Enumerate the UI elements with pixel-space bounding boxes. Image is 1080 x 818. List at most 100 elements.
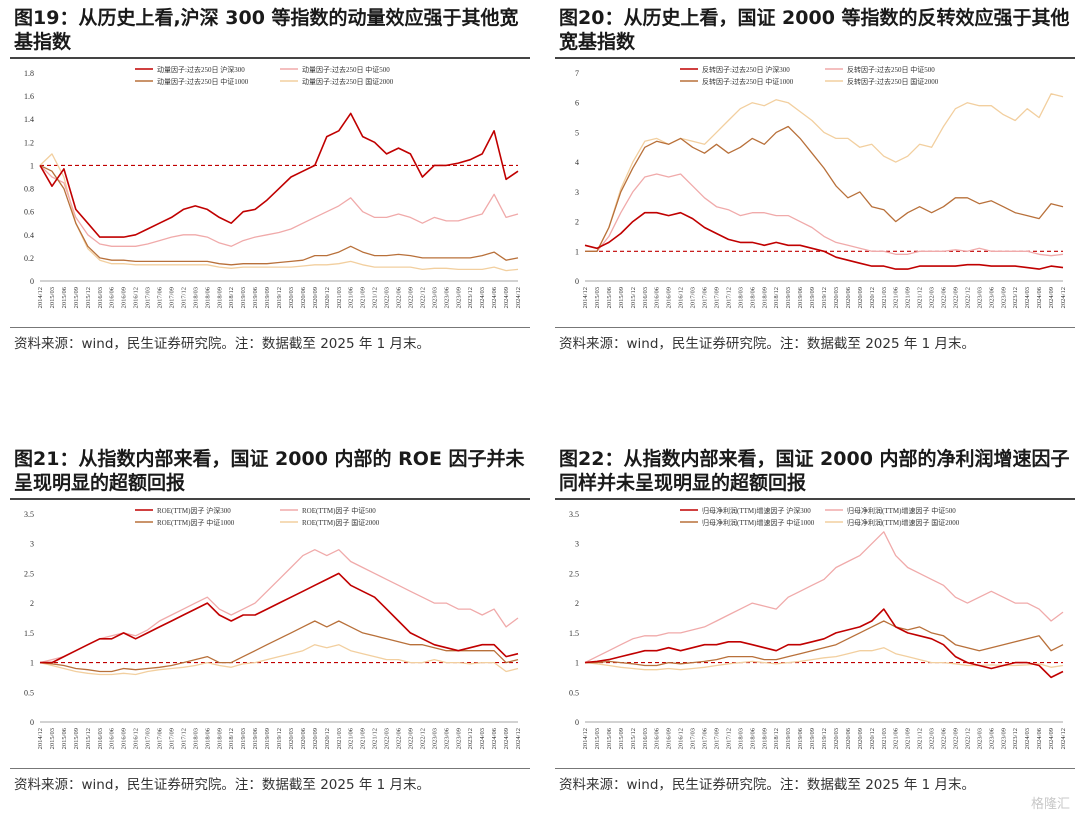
x-tick-label: 2019/06 [797, 286, 804, 308]
x-tick-label: 2017/06 [702, 286, 709, 308]
x-tick-label: 2016/09 [666, 287, 673, 308]
y-tick-label: 1 [30, 161, 34, 170]
x-tick-label: 2015/12 [630, 728, 637, 749]
x-tick-label: 2014/12 [37, 728, 44, 749]
x-tick-label: 2024/12 [1060, 287, 1067, 308]
x-tick-label: 2021/06 [893, 727, 900, 749]
chart-panel-profit-growth: 图22：从指数内部来看，国证 2000 内部的净利润增速因子同样并未呈现明显的超… [555, 447, 1075, 793]
x-tick-label: 2024/06 [491, 727, 498, 749]
x-tick-label: 2022/12 [419, 287, 426, 308]
x-tick-label: 2018/03 [192, 287, 199, 308]
x-tick-label: 2023/12 [467, 728, 474, 749]
x-tick-label: 2021/03 [881, 728, 888, 749]
series-line [39, 153, 519, 272]
series-line [584, 647, 1064, 671]
y-tick-label: 1 [30, 659, 34, 668]
legend-label: 反转因子:过去250日 国证2000 [847, 77, 939, 86]
y-tick-label: 3 [575, 540, 579, 549]
x-tick-label: 2018/06 [749, 286, 756, 308]
legend-label: 动量因子:过去250日 沪深300 [157, 65, 245, 74]
chart-svg: 0 1 2 3 4 5 6 7 2014/12 2015/03 2015/06 2015/09 2015… [575, 65, 1067, 308]
source-rule [10, 768, 530, 769]
y-tick-label: 1 [575, 659, 579, 668]
series-line [39, 549, 519, 664]
x-tick-label: 2024/09 [503, 287, 510, 308]
x-tick-label: 2022/09 [952, 728, 959, 749]
x-tick-label: 2020/03 [833, 728, 840, 749]
y-tick-label: 3.5 [569, 510, 579, 519]
y-tick-label: 0.6 [24, 208, 34, 217]
x-tick-label: 2017/03 [690, 728, 697, 749]
x-tick-label: 2016/12 [678, 287, 685, 308]
y-tick-label: 6 [575, 99, 579, 108]
x-tick-label: 2018/09 [761, 287, 768, 308]
x-tick-label: 2021/06 [348, 727, 355, 749]
x-tick-label: 2019/06 [797, 727, 804, 749]
y-tick-label: 1.5 [24, 629, 34, 638]
x-tick-label: 2020/12 [869, 287, 876, 308]
x-tick-label: 2019/09 [264, 287, 271, 308]
x-tick-label: 2017/09 [168, 287, 175, 308]
x-tick-label: 2021/12 [372, 728, 379, 749]
x-tick-label: 2015/03 [594, 287, 601, 308]
x-tick-label: 2016/09 [666, 728, 673, 749]
x-tick-label: 2022/06 [396, 727, 403, 749]
x-tick-label: 2022/03 [384, 728, 391, 749]
x-tick-label: 2024/03 [1024, 287, 1031, 308]
y-tick-label: 2 [30, 599, 34, 608]
x-tick-label: 2015/09 [73, 728, 80, 749]
x-tick-label: 2020/03 [288, 728, 295, 749]
x-tick-label: 2014/12 [582, 287, 589, 308]
chart-panel-momentum: 图19：从历史上看,沪深 300 等指数的动量效应强于其他宽基指数 0 0.2 0.… [10, 6, 530, 352]
chart-title: 图21：从指数内部来看，国证 2000 内部的 ROE 因子并未呈现明显的超额回… [14, 448, 525, 494]
y-tick-label: 3 [575, 188, 579, 197]
x-tick-label: 2020/12 [869, 728, 876, 749]
title-rule [10, 57, 530, 59]
source-note: 资料来源：wind，民生证券研究院。注：数据截至 2025 年 1 月末。 [559, 336, 976, 352]
x-tick-label: 2024/06 [1036, 286, 1043, 308]
x-tick-label: 2016/12 [678, 728, 685, 749]
x-tick-label: 2016/12 [133, 728, 140, 749]
x-tick-label: 2016/06 [654, 727, 661, 749]
x-tick-label: 2024/03 [479, 728, 486, 749]
chart-svg: 0 0.5 1 1.5 2 2.5 3 3.5 2014/12 2015/03 2015/06 201… [24, 506, 522, 749]
x-tick-label: 2017/03 [145, 287, 152, 308]
legend-label: 归母净利润(TTM)增速因子 中证500 [847, 506, 956, 515]
x-tick-label: 2019/12 [276, 287, 283, 308]
x-tick-label: 2023/03 [976, 287, 983, 308]
x-tick-label: 2023/03 [431, 728, 438, 749]
x-tick-label: 2018/09 [216, 728, 223, 749]
x-tick-label: 2019/03 [240, 287, 247, 308]
x-tick-label: 2018/09 [761, 728, 768, 749]
x-tick-label: 2015/03 [49, 287, 56, 308]
x-tick-label: 2015/06 [606, 286, 613, 308]
x-tick-label: 2023/06 [988, 727, 995, 749]
x-tick-label: 2016/06 [109, 286, 116, 308]
x-tick-label: 2020/06 [845, 286, 852, 308]
x-tick-label: 2018/12 [773, 728, 780, 749]
y-tick-label: 0 [30, 277, 34, 286]
x-tick-label: 2020/12 [324, 287, 331, 308]
x-tick-label: 2018/03 [737, 728, 744, 749]
x-tick-label: 2022/09 [952, 287, 959, 308]
x-tick-label: 2023/12 [1012, 287, 1019, 308]
legend-label: 反转因子:过去250日 中证1000 [702, 77, 794, 86]
x-tick-label: 2021/09 [360, 287, 367, 308]
series-line [585, 93, 1064, 252]
legend-label: ROE(TTM)因子 中证500 [302, 506, 376, 515]
y-tick-label: 0 [575, 277, 579, 286]
x-tick-label: 2019/03 [240, 728, 247, 749]
x-tick-label: 2022/06 [941, 286, 948, 308]
chart-panel-roe: 图21：从指数内部来看，国证 2000 内部的 ROE 因子并未呈现明显的超额回… [10, 447, 530, 793]
x-tick-label: 2023/09 [455, 728, 462, 749]
x-tick-label: 2022/06 [396, 286, 403, 308]
x-tick-label: 2021/06 [348, 286, 355, 308]
x-tick-label: 2024/06 [491, 286, 498, 308]
source-rule [555, 768, 1075, 769]
line-chart: 0 0.5 1 1.5 2 2.5 3 3.5 2014/12 2015/03 2015/06 201… [10, 500, 530, 768]
x-tick-label: 2015/03 [49, 728, 56, 749]
x-tick-label: 2018/06 [204, 727, 211, 749]
x-tick-label: 2019/06 [252, 727, 259, 749]
x-tick-label: 2021/12 [917, 728, 924, 749]
x-tick-label: 2024/03 [1024, 728, 1031, 749]
